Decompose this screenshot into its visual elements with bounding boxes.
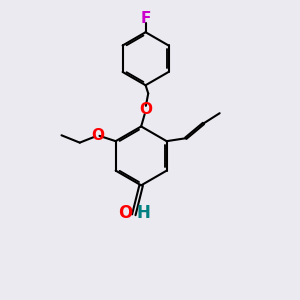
Text: F: F xyxy=(140,11,151,26)
Text: H: H xyxy=(136,204,150,222)
Text: O: O xyxy=(139,102,152,117)
Text: O: O xyxy=(92,128,104,143)
Text: O: O xyxy=(118,204,133,222)
